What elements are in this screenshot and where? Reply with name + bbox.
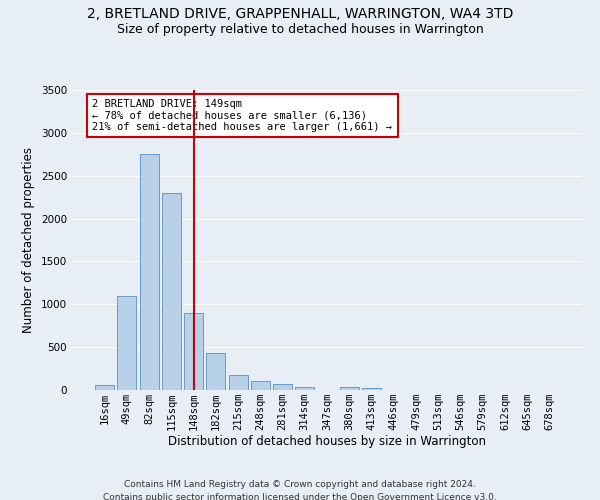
Bar [140, 154, 158, 390]
Bar [295, 387, 314, 390]
Bar [118, 296, 136, 390]
Bar [184, 313, 203, 390]
Bar [251, 381, 270, 390]
Text: Size of property relative to detached houses in Warrington: Size of property relative to detached ho… [116, 22, 484, 36]
Bar [229, 375, 248, 390]
Text: 2, BRETLAND DRIVE, GRAPPENHALL, WARRINGTON, WA4 3TD: 2, BRETLAND DRIVE, GRAPPENHALL, WARRINGT… [87, 8, 513, 22]
Text: Contains HM Land Registry data © Crown copyright and database right 2024.
Contai: Contains HM Land Registry data © Crown c… [103, 480, 497, 500]
Bar [273, 384, 292, 390]
Bar [95, 386, 114, 390]
Bar [162, 193, 181, 390]
Bar [340, 386, 359, 390]
Text: 2 BRETLAND DRIVE: 149sqm
← 78% of detached houses are smaller (6,136)
21% of sem: 2 BRETLAND DRIVE: 149sqm ← 78% of detach… [92, 99, 392, 132]
Text: Distribution of detached houses by size in Warrington: Distribution of detached houses by size … [168, 435, 486, 448]
Y-axis label: Number of detached properties: Number of detached properties [22, 147, 35, 333]
Bar [206, 353, 225, 390]
Bar [362, 388, 381, 390]
